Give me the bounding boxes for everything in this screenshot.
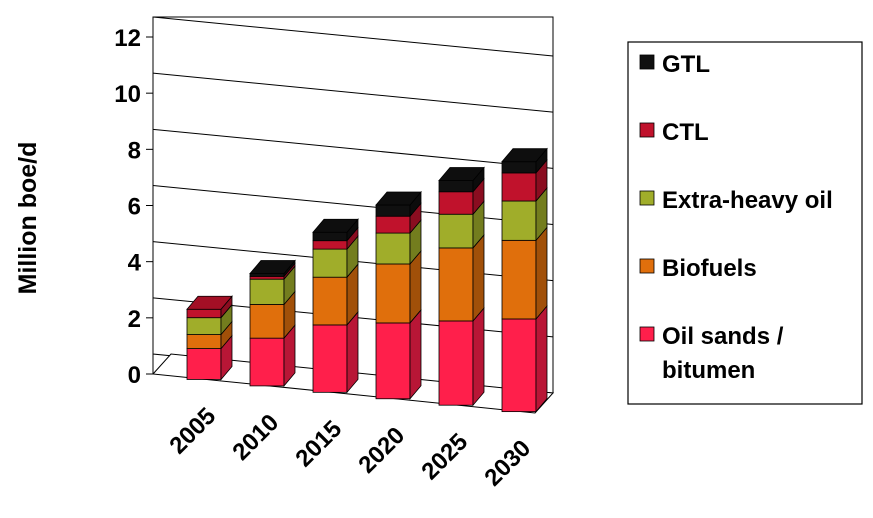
legend-label: Oil sands / bitumen (662, 323, 784, 384)
bar-stack-2020 (375, 190, 422, 400)
bar-stack-2005 (186, 295, 233, 381)
bar-stack-2025 (438, 166, 485, 407)
bar-segment (186, 308, 222, 319)
bar-segment (438, 320, 474, 406)
bar-segment-side (472, 233, 485, 323)
gridlines (146, 16, 554, 375)
bar-segment-side (346, 310, 359, 394)
x-tick-label: 2030 (479, 435, 536, 492)
bar-segment (501, 200, 537, 241)
legend-swatch (639, 326, 655, 342)
bar-segment (438, 180, 474, 193)
y-tick-label: 0 (128, 362, 141, 389)
bar-segment (249, 304, 285, 339)
bar-segment (501, 172, 537, 202)
legend-label: GTL (662, 51, 710, 78)
bar-segment (186, 348, 222, 380)
bar-segment-side (472, 306, 485, 407)
y-tick-labels: 0 2 4 6 8 10 12 (114, 25, 141, 389)
legend-label: Biofuels (662, 255, 757, 282)
bar-segment (375, 204, 411, 217)
bar-segment (249, 337, 285, 387)
y-tick-label: 10 (114, 81, 141, 108)
bars (186, 147, 548, 413)
bar-segment (186, 334, 222, 349)
bar-segment (312, 248, 348, 278)
legend-swatch (639, 122, 655, 138)
bar-segment (501, 161, 537, 174)
bar-segment (249, 278, 285, 305)
bar-segment (186, 317, 222, 335)
bar-segment (438, 213, 474, 249)
bar-stack-2010 (249, 259, 296, 387)
x-tick-label: 2005 (164, 403, 221, 460)
legend-label-line: bitumen (662, 357, 755, 384)
bar-segment (312, 324, 348, 393)
y-tick-label: 8 (128, 137, 141, 164)
bar-segment-top (501, 148, 548, 163)
legend-box (627, 41, 863, 405)
legend: GTL CTL Extra-heavy oil Biofuels Oil sands /… (627, 41, 863, 405)
y-tick-label: 4 (128, 250, 142, 277)
legend-label: CTL (662, 119, 709, 146)
bar-segment (375, 322, 411, 400)
bar-segment (438, 191, 474, 215)
bar-segment-side (535, 304, 548, 413)
bar-segment-top (375, 191, 422, 206)
bar-segment (249, 275, 285, 280)
bar-segment (438, 247, 474, 322)
legend-swatch (639, 190, 655, 206)
bar-segment (312, 276, 348, 326)
bar-segment (249, 273, 285, 277)
y-tick-label: 2 (128, 306, 141, 333)
bar-segment (375, 232, 411, 265)
x-tick-label: 2020 (353, 422, 410, 479)
x-tick-label: 2010 (227, 409, 284, 466)
x-tick-labels: 2005 2010 2015 2020 2025 2030 (164, 403, 536, 492)
bar-segment (501, 239, 537, 320)
bar-segment (312, 231, 348, 242)
legend-label: Extra-heavy oil (662, 187, 833, 214)
bar-stack-2030 (501, 147, 548, 413)
legend-swatch (639, 258, 655, 274)
legend-swatch (639, 54, 655, 70)
gridline (152, 185, 554, 225)
gridline (152, 128, 554, 169)
bar-segment-side (409, 308, 422, 400)
bar-segment-top (186, 295, 233, 310)
bar-segment-top (438, 167, 485, 181)
y-axis-label: Million boe/d (14, 142, 42, 295)
legend-label-line: Oil sands / (662, 323, 784, 350)
y-tick-label: 6 (128, 194, 141, 221)
y-tick-label: 12 (114, 25, 141, 52)
bar-segment-top (312, 218, 359, 233)
bar-segment (375, 215, 411, 234)
bar-stack-2015 (312, 218, 359, 394)
bar-segment (375, 263, 411, 324)
bar-segment-side (535, 226, 548, 321)
x-tick-label: 2025 (416, 428, 473, 485)
bar-segment-top (249, 260, 296, 274)
bar-segment (501, 318, 537, 413)
x-tick-label: 2015 (290, 415, 347, 472)
bar-segment (312, 240, 348, 250)
gridline (152, 16, 554, 57)
gridline (152, 72, 554, 113)
